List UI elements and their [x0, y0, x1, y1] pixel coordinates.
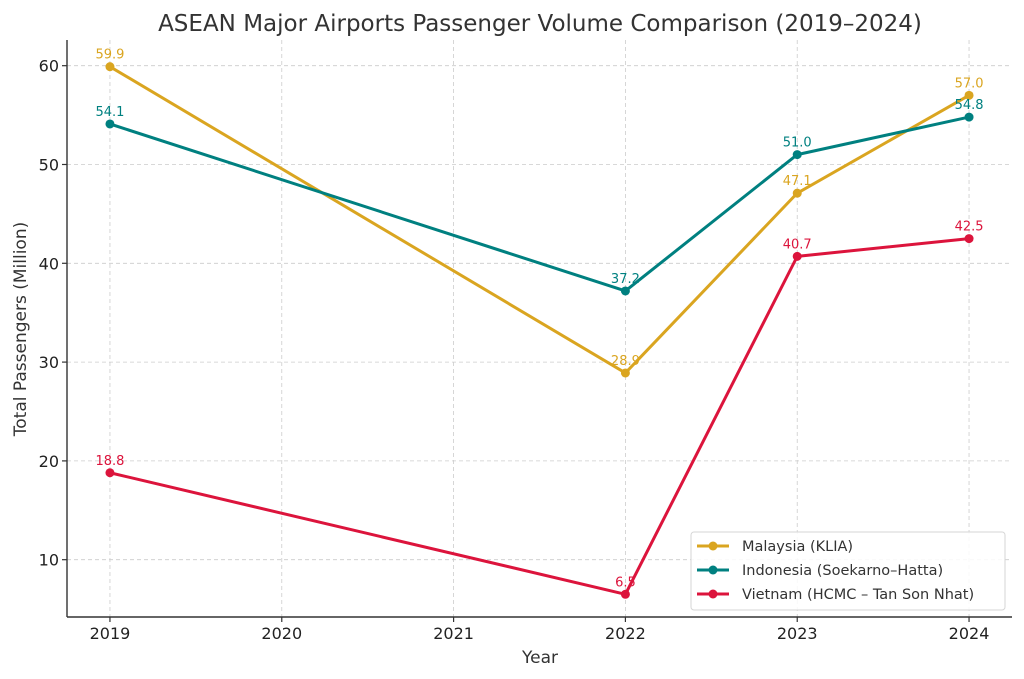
legend-swatch-marker	[708, 565, 718, 575]
data-label: 54.1	[95, 105, 124, 120]
data-point	[964, 112, 974, 122]
x-axis-label: Year	[521, 648, 558, 668]
data-label: 42.5	[955, 220, 984, 235]
data-label: 51.0	[783, 136, 812, 151]
data-label: 37.2	[611, 272, 640, 287]
legend-item: Malaysia (KLIA)	[697, 539, 853, 555]
data-label: 28.9	[611, 354, 640, 369]
legend-item: Indonesia (Soekarno–Hatta)	[697, 563, 943, 579]
data-label: 54.8	[955, 98, 984, 113]
series-line	[108, 115, 971, 293]
legend-item: Vietnam (HCMC – Tan Son Nhat)	[697, 587, 974, 603]
x-tick-label: 2022	[605, 624, 646, 643]
y-tick-label: 40	[39, 254, 59, 273]
data-point	[620, 368, 630, 378]
legend-label: Malaysia (KLIA)	[742, 539, 853, 555]
data-point	[105, 62, 115, 72]
y-axis-label: Total Passengers (Million)	[11, 222, 31, 437]
series-2	[105, 234, 974, 599]
data-point	[964, 234, 974, 244]
legend-swatch-marker	[708, 589, 718, 599]
data-point	[792, 150, 802, 160]
series-layer	[105, 62, 974, 599]
axes: 2019 2020 2021 2022 2023 2024 10 20 30 40 50 60	[39, 40, 1012, 643]
data-point	[792, 251, 802, 261]
y-tick-label: 50	[39, 155, 59, 174]
series-line	[108, 65, 971, 375]
data-label: 18.8	[95, 454, 124, 469]
data-point	[964, 90, 974, 100]
data-point	[105, 468, 115, 478]
x-tick-label: 2021	[433, 624, 474, 643]
x-tick-label: 2023	[777, 624, 818, 643]
y-tick-label: 60	[39, 57, 59, 76]
data-label: 40.7	[783, 237, 812, 252]
chart-title: ASEAN Major Airports Passenger Volume Co…	[158, 11, 922, 37]
x-tick-label: 2020	[261, 624, 302, 643]
y-tick-label: 30	[39, 353, 59, 372]
data-point	[105, 119, 115, 129]
legend-swatch-marker	[708, 541, 718, 551]
legend-label: Indonesia (Soekarno–Hatta)	[742, 563, 943, 579]
data-label: 6.5	[615, 575, 636, 590]
y-tick-label: 10	[39, 551, 59, 570]
legend-box	[690, 531, 1006, 611]
y-tick-label: 20	[39, 452, 59, 471]
series-line	[108, 237, 971, 596]
data-point	[792, 188, 802, 198]
data-point	[620, 589, 630, 599]
legend: Malaysia (KLIA) Indonesia (Soekarno–Hatta…	[690, 531, 1006, 611]
data-label: 57.0	[955, 76, 984, 91]
series-1	[105, 112, 974, 296]
series-0	[105, 62, 974, 378]
data-labels: 59.9 28.9 47.1 57.0 54.1 37.2 51.0 54.8 18.8 6.5 4…	[95, 48, 983, 591]
legend-label: Vietnam (HCMC – Tan Son Nhat)	[742, 587, 974, 603]
data-point	[620, 286, 630, 296]
x-tick-label: 2024	[949, 624, 990, 643]
data-label: 59.9	[95, 48, 124, 63]
data-label: 47.1	[783, 174, 812, 189]
x-tick-label: 2019	[90, 624, 131, 643]
